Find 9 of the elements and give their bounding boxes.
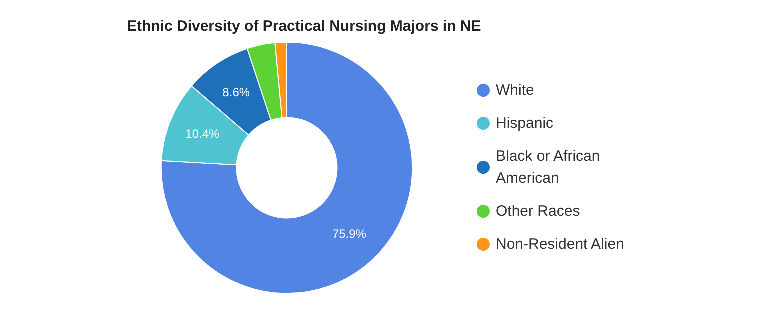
data-label: 75.9%: [332, 227, 367, 242]
legend-label: Non-Resident Alien: [496, 236, 624, 253]
chart-title: Ethnic Diversity of Practical Nursing Majors in NE: [127, 18, 482, 35]
legend-label: White: [496, 82, 534, 99]
data-label: 8.6%: [222, 85, 250, 100]
legend-label: Black or African American: [496, 148, 604, 187]
legend-label: Hispanic: [496, 115, 554, 132]
legend-label: Other Races: [496, 203, 580, 220]
data-label: 10.4%: [186, 126, 220, 141]
